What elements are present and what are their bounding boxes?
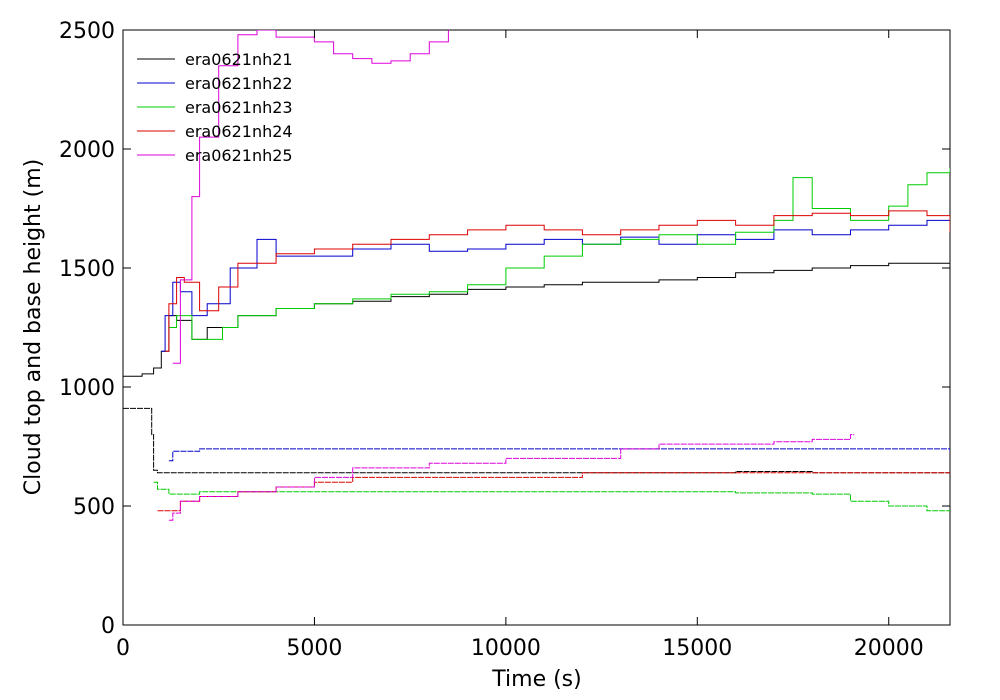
legend-label: era0621nh23 bbox=[185, 98, 293, 117]
legend-item: era0621nh25 bbox=[137, 146, 293, 165]
legend-item: era0621nh22 bbox=[137, 74, 293, 93]
series-era0621nh22 bbox=[161, 219, 950, 462]
y-tick-label: 2500 bbox=[59, 19, 115, 44]
series-line-top bbox=[165, 210, 950, 352]
y-tick-label: 500 bbox=[73, 495, 115, 520]
y-axis-title: Cloud top and base height (m) bbox=[21, 159, 46, 495]
series-line-base bbox=[168, 434, 855, 521]
y-tick-label: 1500 bbox=[59, 257, 115, 282]
legend-item: era0621nh21 bbox=[137, 50, 293, 69]
series-line-base bbox=[153, 481, 950, 512]
x-axis-title: Time (s) bbox=[491, 667, 581, 692]
x-tick-label: 0 bbox=[116, 636, 130, 661]
x-tick-label: 20000 bbox=[854, 636, 924, 661]
x-tick-label: 15000 bbox=[662, 636, 732, 661]
y-tick-label: 1000 bbox=[59, 376, 115, 401]
legend-item: era0621nh24 bbox=[137, 122, 293, 141]
series-line-base bbox=[123, 407, 950, 474]
y-tick-label: 2000 bbox=[59, 138, 115, 163]
legend-item: era0621nh23 bbox=[137, 98, 293, 117]
plot-area bbox=[122, 29, 951, 626]
y-tick-label: 0 bbox=[101, 614, 115, 639]
legend-label: era0621nh24 bbox=[185, 122, 293, 141]
x-tick-label: 10000 bbox=[471, 636, 541, 661]
series-era0621nh21 bbox=[123, 262, 950, 474]
legend-label: era0621nh21 bbox=[185, 50, 293, 69]
x-tick-label: 5000 bbox=[286, 636, 342, 661]
legend-label: era0621nh22 bbox=[185, 74, 293, 93]
series-line-base bbox=[168, 448, 950, 462]
legend-label: era0621nh25 bbox=[185, 146, 293, 165]
series-line-top bbox=[161, 219, 950, 352]
series-line-top bbox=[123, 262, 950, 377]
series-era0621nh23 bbox=[153, 168, 950, 512]
